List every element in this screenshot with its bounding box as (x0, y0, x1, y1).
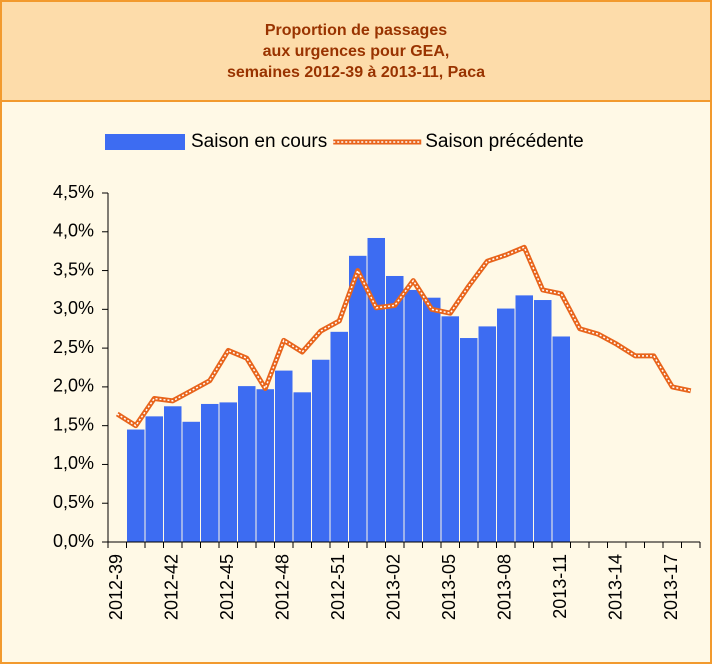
bar (497, 308, 515, 542)
y-tick-label: 2,0% (53, 376, 94, 396)
bar (478, 326, 496, 542)
y-tick-label: 0,0% (53, 531, 94, 551)
bar (423, 297, 441, 542)
bar (330, 331, 348, 542)
bar (182, 421, 200, 542)
bar (441, 316, 459, 542)
x-tick-label: 2012-48 (273, 554, 293, 620)
x-tick-label: 2013-11 (550, 554, 570, 619)
chart-title: Proportion de passages (265, 22, 447, 39)
bar (127, 429, 145, 542)
bar (460, 338, 478, 542)
y-tick-label: 1,5% (53, 414, 94, 434)
bar (312, 359, 330, 542)
y-tick-label: 2,5% (53, 337, 94, 357)
x-tick-label: 2012-45 (217, 554, 237, 620)
line-highlight (116, 246, 691, 427)
bar (275, 370, 293, 542)
bar (552, 336, 570, 542)
x-tick-label: 2013-14 (606, 554, 626, 620)
title: Proportion de passages aux urgences pour… (227, 22, 485, 81)
bar (386, 275, 404, 542)
bar (534, 300, 552, 542)
bar (219, 402, 237, 542)
y-tick-label: 1,0% (53, 453, 94, 473)
bar (238, 386, 256, 542)
legend-swatch (105, 134, 185, 150)
bar (164, 406, 182, 542)
bar (404, 289, 422, 542)
x-tick-label: 2013-02 (384, 554, 404, 620)
x-tick-label: 2013-05 (439, 554, 459, 620)
x-tick-label: 2012-42 (162, 554, 182, 620)
bar (515, 295, 533, 542)
x-tick-label: 2012-51 (328, 554, 348, 620)
legend-label: Saison en cours (191, 131, 327, 152)
title-box (0, 0, 712, 102)
chart-title: semaines 2012-39 à 2013-11, Paca (227, 64, 485, 81)
x-tick-label: 2013-08 (495, 554, 515, 620)
y-tick-label: 4,0% (53, 221, 94, 241)
bar (256, 389, 274, 542)
x-tick-label: 2012-39 (106, 554, 126, 620)
bar (349, 255, 367, 542)
legend-label: Saison précédente (425, 131, 583, 152)
y-tick-label: 4,5% (53, 182, 94, 202)
bar (293, 392, 311, 542)
bar (367, 237, 385, 542)
bar (201, 403, 219, 542)
y-tick-label: 3,0% (53, 298, 94, 318)
y-tick-label: 3,5% (53, 259, 94, 279)
y-tick-label: 0,5% (53, 492, 94, 512)
bar (145, 416, 163, 542)
chart-title: aux urgences pour GEA, (263, 43, 450, 60)
x-tick-label: 2013-17 (661, 554, 681, 620)
